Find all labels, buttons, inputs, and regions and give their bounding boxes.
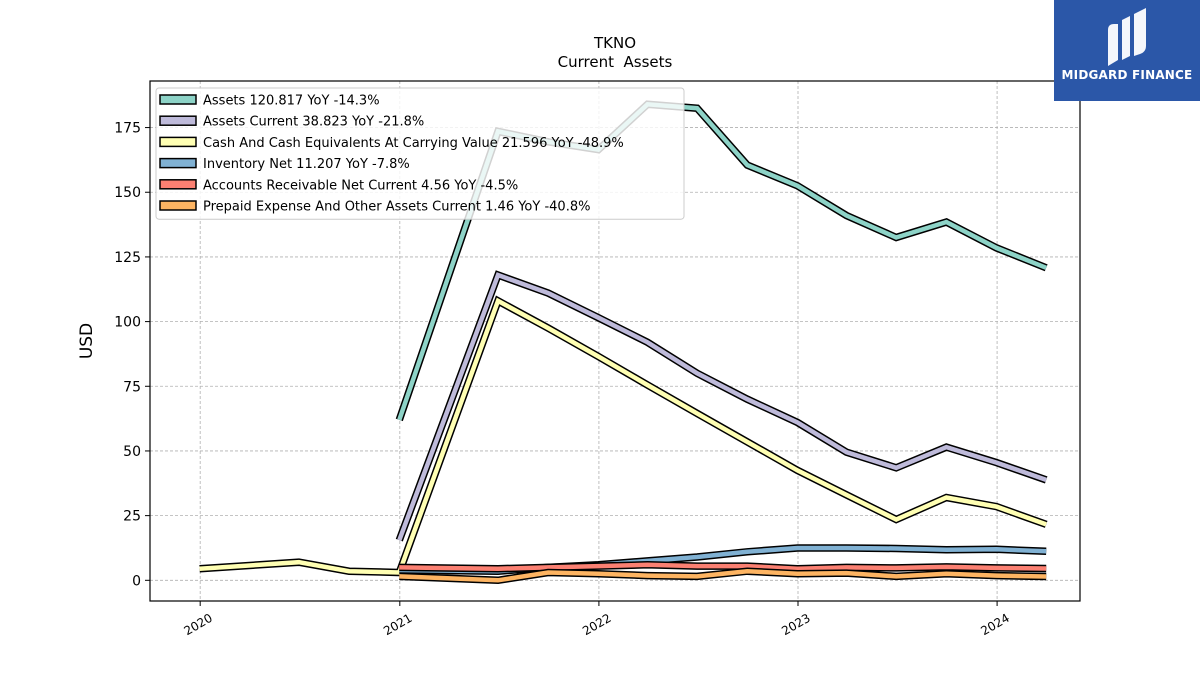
series-line-2	[395, 270, 1048, 542]
x-tick-label: 2020	[181, 611, 214, 638]
y-tick-label: 175	[114, 121, 141, 137]
legend-swatch	[159, 157, 197, 169]
x-tick-label: 2022	[580, 611, 613, 638]
series-line-6	[399, 567, 1047, 585]
legend-label: Prepaid Expense And Other Assets Current…	[203, 200, 590, 215]
y-tick-label: 125	[114, 250, 141, 266]
brand-logo: MIDGARD FINANCE	[1054, 0, 1200, 101]
x-tick-label: 2021	[381, 611, 414, 638]
y-axis-label: USD	[77, 323, 97, 359]
chart-subtitle: Current Assets	[558, 53, 673, 71]
legend-label: Assets Current 38.823 YoY -21.8%	[203, 115, 424, 130]
legend-label: Cash And Cash Equivalents At Carrying Va…	[203, 136, 624, 151]
chart-title: TKNO	[593, 34, 636, 52]
y-tick-label: 25	[123, 509, 141, 525]
legend-label: Assets 120.817 YoY -14.3%	[203, 94, 380, 109]
legend-label: Accounts Receivable Net Current 4.56 YoY…	[203, 178, 518, 193]
legend-swatch	[159, 94, 197, 105]
brand-name: MIDGARD FINANCE	[1061, 68, 1193, 82]
legend-swatch	[159, 179, 197, 190]
y-tick-label: 0	[132, 573, 141, 589]
series-stroke	[199, 297, 1047, 575]
legend-box	[155, 87, 685, 220]
y-tick-label: 50	[123, 444, 141, 460]
x-tick-label: 2023	[779, 611, 812, 638]
series-stroke	[397, 272, 1047, 541]
legend: Assets 120.817 YoY -14.3% Assets Current …	[155, 87, 685, 220]
y-tick-label: 150	[114, 185, 141, 201]
x-tick-label: 2024	[978, 611, 1011, 638]
y-tick-label: 75	[123, 379, 141, 395]
y-tick-label: 100	[114, 315, 141, 331]
series-line-5	[399, 561, 1047, 573]
series-stroke	[399, 562, 1047, 571]
series-outline	[199, 295, 1048, 577]
brand-mark-icon	[1108, 8, 1146, 66]
series-line-3	[199, 295, 1048, 577]
series-stroke	[399, 568, 1047, 583]
plot-frame	[149, 80, 1081, 602]
x-ticks: 2020 2021 2022 2023 2024	[181, 601, 1012, 638]
y-ticks: 0 25 50 75 100 125 150 175	[114, 121, 150, 589]
legend-swatch	[159, 200, 197, 211]
legend-label: Inventory Net 11.207 YoY -7.8%	[203, 157, 410, 172]
legend-swatch	[159, 136, 197, 148]
legend-swatch	[159, 115, 197, 126]
